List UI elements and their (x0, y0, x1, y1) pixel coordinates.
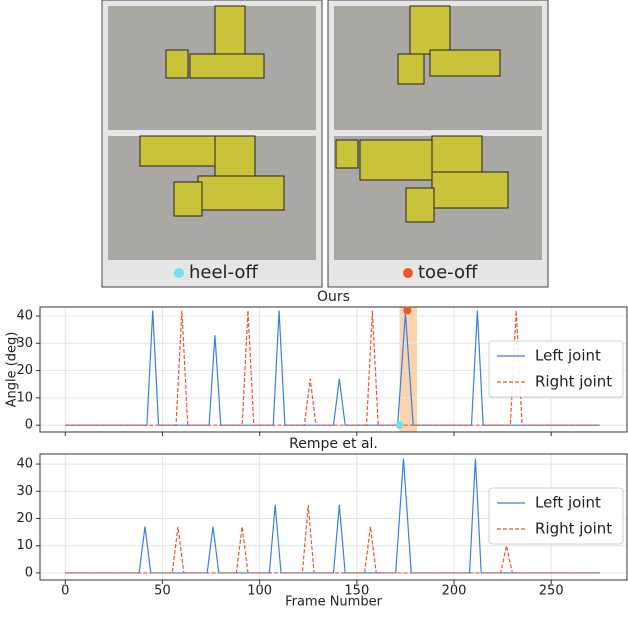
panel-dot (403, 268, 413, 278)
legend-label: Left joint (535, 347, 601, 365)
x-tick-label: 100 (247, 584, 272, 599)
x-tick-label: 200 (442, 584, 467, 599)
y-tick-label: 30 (16, 484, 33, 499)
chart-title: Ours (317, 289, 350, 305)
y-tick-label: 10 (16, 390, 33, 405)
y-tick-label: 30 (16, 336, 33, 351)
y-tick-label: 0 (25, 565, 33, 580)
event-marker (403, 307, 411, 315)
x-tick-label: 250 (539, 584, 564, 599)
x-tick-label: 50 (154, 584, 171, 599)
x-tick-label: 0 (61, 584, 69, 599)
chart-title: Rempe et al. (289, 436, 378, 452)
y-tick-label: 10 (16, 538, 33, 553)
figure: heel-off toe-off OursAngle (deg)01020304… (0, 0, 628, 614)
highlight-band (400, 307, 417, 432)
y-tick-label: 20 (16, 511, 33, 526)
legend-label: Right joint (535, 520, 612, 538)
legend-label: Right joint (535, 373, 612, 391)
event-marker (396, 421, 404, 429)
panel-label: toe-off (418, 262, 478, 283)
y-tick-label: 20 (16, 363, 33, 378)
x-tick-label: 150 (344, 584, 369, 599)
y-tick-label: 40 (16, 309, 33, 324)
panel-dot (174, 268, 184, 278)
panel-label: heel-off (189, 262, 258, 283)
image-panels: heel-off toe-off (102, 0, 548, 287)
y-tick-label: 40 (16, 457, 33, 472)
legend-label: Left joint (535, 494, 601, 512)
y-tick-label: 0 (25, 418, 33, 433)
